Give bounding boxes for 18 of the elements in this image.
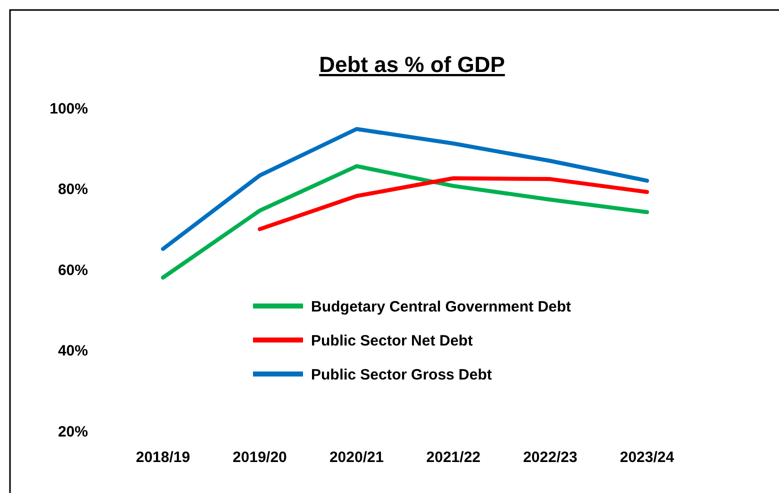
x-tick-label: 2023/24 [620,449,675,466]
y-tick-label: 20% [58,423,88,440]
chart-title: Debt as % of GDP [319,52,505,77]
legend-label: Public Sector Gross Debt [311,366,492,384]
x-tick-label: 2021/22 [426,449,481,466]
x-tick-label: 2022/23 [523,449,578,466]
line-series [258,176,649,232]
legend-label: Public Sector Net Debt [311,332,473,350]
y-tick-label: 80% [58,181,88,198]
x-tick-label: 2020/21 [329,449,384,466]
y-tick-label: 40% [58,342,88,360]
x-tick-label: 2019/20 [232,449,287,466]
legend-label: Budgetary Central Government Debt [311,298,572,316]
x-tick-label: 2018/19 [136,449,190,466]
y-tick-label: 100% [50,100,88,118]
y-tick-label: 60% [58,262,88,279]
line-series [161,126,649,251]
line-series [161,164,649,280]
